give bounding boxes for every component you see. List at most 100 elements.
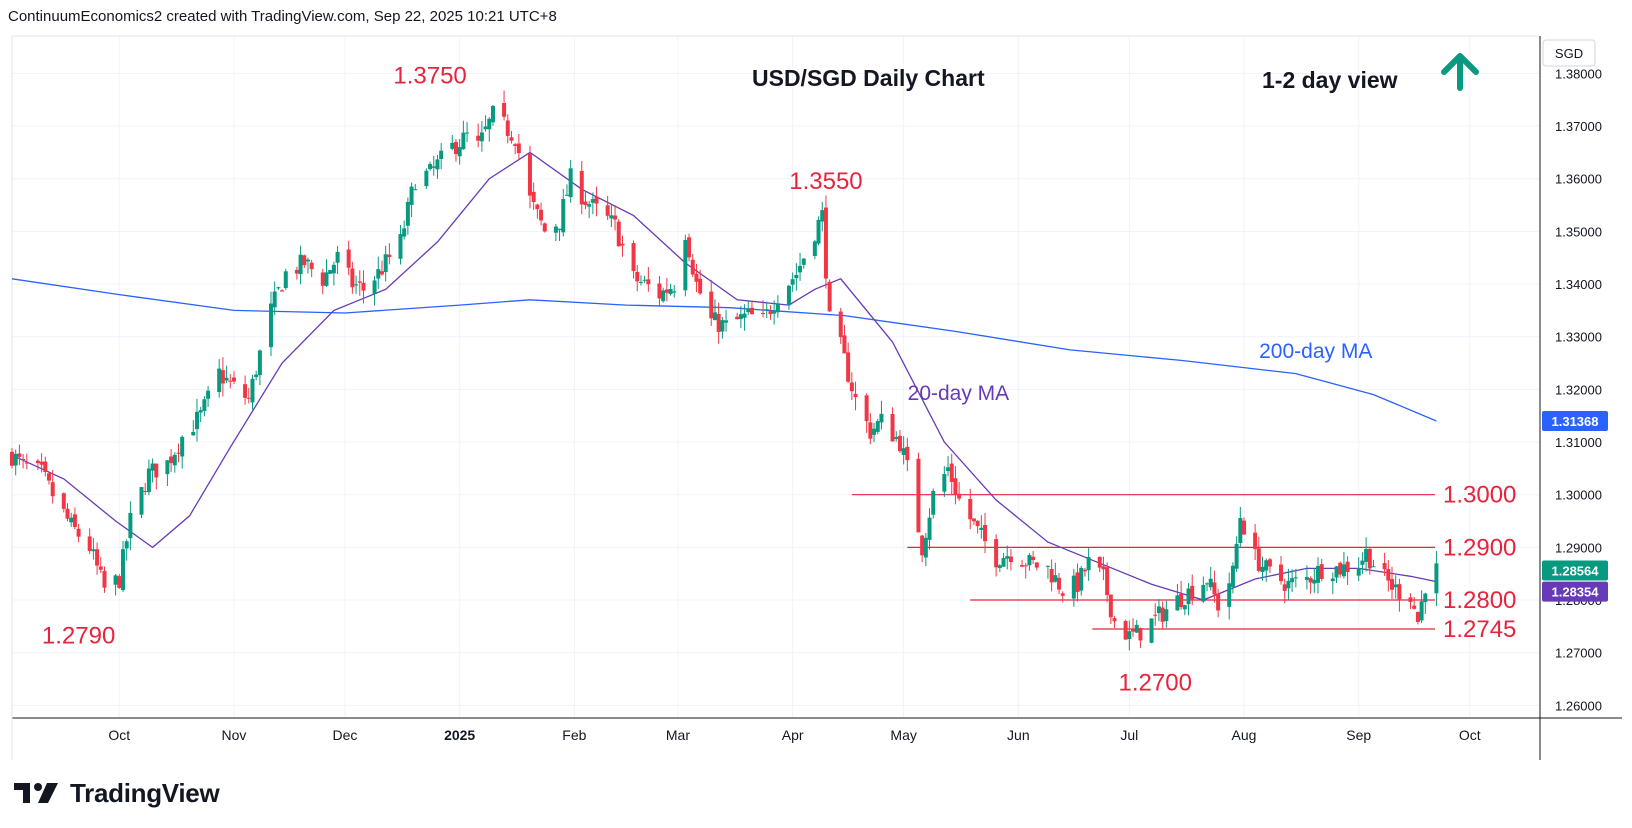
candle-body (1341, 564, 1346, 577)
candle-body (864, 395, 869, 422)
candle-body (853, 393, 858, 398)
candle-body (1212, 582, 1217, 595)
candle-body (942, 473, 947, 492)
y-tick-label: 1.29000 (1555, 540, 1602, 555)
candle-body (1356, 568, 1361, 576)
candle-body (587, 204, 592, 207)
candle-body (1382, 563, 1387, 570)
candle-body (742, 313, 747, 318)
candle-body (513, 144, 518, 146)
candle-body (117, 576, 122, 588)
candle-body (305, 259, 310, 262)
candle-body (1282, 584, 1287, 591)
candle-body (553, 226, 558, 233)
y-tick-label: 1.36000 (1555, 172, 1602, 187)
x-tick-label: Nov (222, 727, 247, 743)
candle-body (1242, 520, 1247, 535)
candle-body (1105, 567, 1110, 596)
candle-body (687, 237, 692, 258)
candle-body (243, 384, 248, 398)
x-tick-label: Feb (562, 727, 586, 743)
candle-body (712, 312, 717, 320)
candle-body (1005, 556, 1010, 559)
candle-body (879, 413, 884, 423)
candle-body (1060, 593, 1065, 596)
candle-body (946, 467, 951, 471)
candle-body (1412, 605, 1417, 609)
level-label: 1.2745 (1443, 616, 1516, 643)
candle-body (268, 303, 273, 348)
y-tick-label: 1.32000 (1555, 382, 1602, 397)
x-tick-label: Aug (1232, 727, 1257, 743)
candle-body (1371, 566, 1376, 568)
candle-body (357, 281, 362, 283)
candle-body (994, 539, 999, 568)
candle-body (320, 272, 325, 286)
candle-body (17, 453, 22, 457)
tradingview-logo[interactable]: TradingView (14, 776, 220, 810)
candle-body (1034, 562, 1039, 568)
y-axis[interactable]: 1.38000 1.37000 1.36000 1.35000 1.34000 1.330… (1555, 66, 1602, 713)
candle-body (605, 205, 610, 216)
candle-body (1097, 556, 1102, 568)
candle-body (564, 194, 569, 196)
candle-body (276, 287, 281, 289)
tradingview-brand: TradingView (70, 777, 220, 808)
candle-body (398, 234, 403, 259)
candle-body (801, 258, 806, 265)
candle-body (372, 280, 377, 294)
candle-body (1230, 565, 1235, 587)
candle-body (139, 487, 144, 515)
x-tick-label: Sep (1346, 727, 1371, 743)
candle-body (842, 335, 847, 354)
candle-body (568, 168, 573, 198)
candle-body (354, 284, 359, 286)
candle-body (402, 228, 407, 237)
candle-body (823, 207, 828, 279)
candle-body (761, 313, 766, 315)
currency-box[interactable] (1542, 39, 1596, 67)
candle-body (1086, 557, 1091, 571)
price-annotation: 1.2790 (42, 622, 115, 649)
candle-body (1279, 564, 1284, 582)
candle-body (1434, 563, 1439, 594)
candle-body (143, 491, 148, 493)
candle-body (694, 273, 699, 282)
x-tick-label: Mar (666, 727, 690, 743)
candle-body (1360, 560, 1365, 565)
up-arrow-icon (1441, 53, 1479, 91)
candle-body (527, 153, 532, 196)
ma200-badge (1542, 410, 1608, 431)
view-label: 1-2 day view (1262, 67, 1398, 93)
x-tick-label: Apr (782, 727, 804, 743)
candle-body (39, 461, 44, 465)
candle-body (439, 150, 444, 160)
candle-body (1071, 575, 1076, 599)
candle-body (228, 380, 233, 382)
candle-body (1334, 566, 1339, 578)
ma20-series (11, 151, 1437, 601)
ma20-line (11, 151, 1437, 601)
candle-body (1423, 593, 1428, 603)
price-badge (1542, 560, 1608, 581)
candle-body (1386, 569, 1391, 581)
candle-body (1338, 562, 1343, 575)
candle-body (450, 142, 455, 149)
x-tick-label: Jun (1007, 727, 1030, 743)
candle-body (361, 282, 366, 291)
candle-body (91, 549, 96, 552)
candle-body (180, 436, 185, 457)
candle-body (638, 281, 643, 283)
candle-body (816, 219, 821, 244)
x-tick-label: 2025 (444, 727, 475, 743)
candle-body (120, 549, 125, 591)
candle-body (254, 374, 259, 378)
candle-body (1205, 583, 1210, 585)
candle-body (1057, 577, 1062, 590)
candle-body (709, 291, 714, 319)
candle-body (479, 132, 484, 142)
x-axis[interactable]: Oct Nov Dec 2025 Feb Mar Apr May Jun Jul Aug Sep Oct (108, 727, 1480, 743)
candle-body (328, 270, 333, 274)
candle-body (246, 397, 251, 399)
